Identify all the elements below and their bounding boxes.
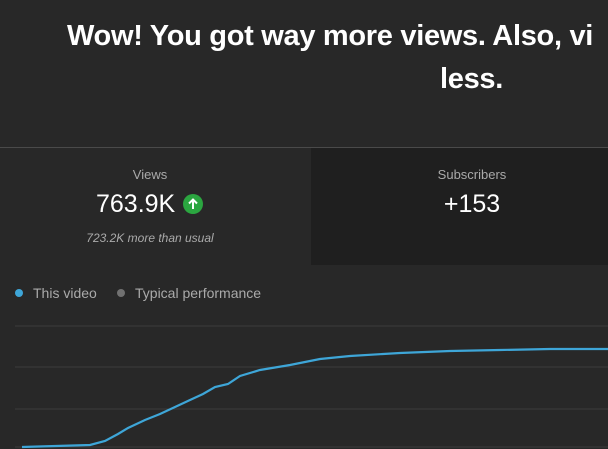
legend-label: This video [33,285,97,301]
divider [0,147,608,148]
headline: Wow! You got way more views. Also, vi [67,20,594,52]
card-value: 763.9K [96,190,176,218]
card-value: +153 [443,190,501,218]
subscribers-card[interactable]: Subscribers +153 [311,148,608,265]
card-label: Subscribers [437,167,507,182]
headline: less. [440,63,503,95]
this-video-line [21,347,608,449]
views-card[interactable]: Views 763.9K 723.2K more than usual [0,148,310,265]
card-note: 723.2K more than usual [86,231,214,245]
legend-swatch [117,289,125,297]
legend-swatch [15,289,23,297]
performance-chart [15,325,608,449]
card-label: Views [132,167,168,182]
up-icon [183,194,203,214]
legend-label: Typical performance [135,285,262,301]
